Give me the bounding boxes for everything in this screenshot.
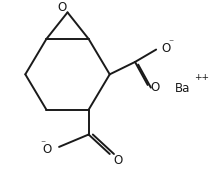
Text: O: O xyxy=(113,154,122,167)
Text: O: O xyxy=(58,1,67,15)
Text: ⁻: ⁻ xyxy=(40,139,45,149)
Text: O: O xyxy=(161,42,171,55)
Text: ⁻: ⁻ xyxy=(169,38,174,48)
Text: O: O xyxy=(151,81,160,94)
Text: ++: ++ xyxy=(194,73,209,82)
Text: Ba: Ba xyxy=(175,82,191,95)
Text: O: O xyxy=(42,143,52,156)
